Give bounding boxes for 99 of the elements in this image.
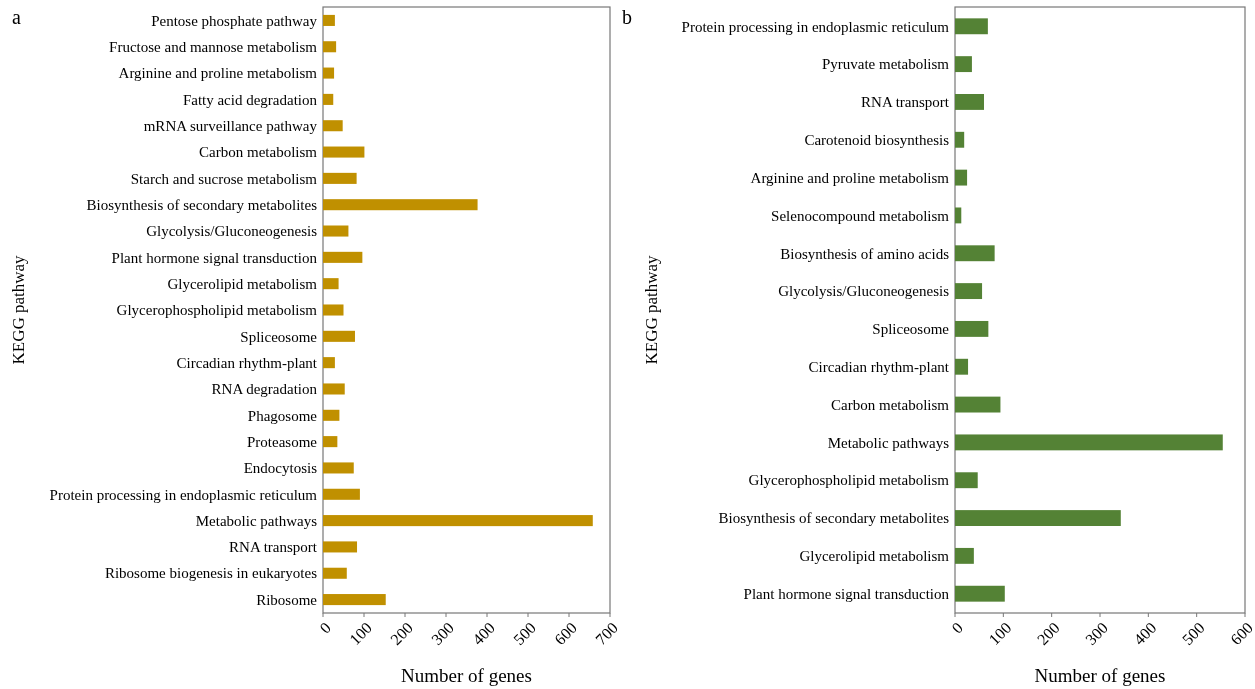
bar bbox=[955, 94, 984, 110]
y-tick-label: Proteasome bbox=[247, 433, 318, 450]
text: b bbox=[622, 6, 632, 28]
y-tick-label: Ribosome biogenesis in eukaryotes bbox=[104, 565, 318, 582]
bar bbox=[323, 488, 360, 500]
bar bbox=[323, 436, 338, 448]
x-tick-label: 400 bbox=[1130, 619, 1160, 649]
bar bbox=[955, 131, 965, 148]
bar bbox=[323, 330, 355, 342]
y-tick-label: Carbon metabolism bbox=[831, 396, 950, 413]
y-tick-label: Plant hormone signal transduction bbox=[111, 249, 318, 266]
x-tick-label: 500 bbox=[510, 619, 540, 649]
bar bbox=[323, 120, 343, 132]
y-tick-label: Protein processing in endoplasmic reticulum bbox=[681, 18, 950, 35]
y-tick-label: RNA degradation bbox=[211, 381, 318, 398]
bar bbox=[955, 434, 1223, 451]
bar bbox=[955, 358, 969, 375]
bar bbox=[323, 515, 593, 527]
x-tick-label: 100 bbox=[985, 619, 1015, 649]
bar bbox=[323, 146, 365, 158]
bar bbox=[323, 594, 386, 606]
x-tick-label: 600 bbox=[551, 619, 581, 649]
y-tick-label: mRNA surveillance pathway bbox=[143, 117, 318, 134]
y-tick-label: RNA transport bbox=[861, 94, 950, 111]
y-tick-label: Fatty acid degradation bbox=[182, 91, 318, 108]
bar bbox=[323, 172, 357, 184]
bar bbox=[323, 225, 349, 237]
x-tick-label: 700 bbox=[592, 619, 622, 649]
bar bbox=[323, 199, 478, 211]
y-tick-label: RNA transport bbox=[229, 539, 318, 556]
x-tick-label: 200 bbox=[387, 619, 417, 649]
bar bbox=[323, 41, 337, 53]
y-tick-label: Metabolic pathways bbox=[827, 434, 950, 451]
bar bbox=[323, 357, 335, 369]
y-tick-label: Selenocompound metabolism bbox=[771, 207, 950, 224]
y-tick-label: Arginine and proline metabolism bbox=[118, 65, 318, 82]
x-axis-title: Number of genes bbox=[401, 665, 532, 686]
x-tick-label: 400 bbox=[469, 619, 499, 649]
bar bbox=[323, 14, 335, 26]
x-tick-label: 0 bbox=[948, 619, 967, 637]
y-tick-label: Glycerolipid metabolism bbox=[167, 275, 318, 292]
bar bbox=[323, 409, 340, 421]
y-tick-label: Protein processing in endoplasmic reticulum bbox=[49, 486, 318, 503]
bar bbox=[955, 320, 989, 337]
bar bbox=[323, 67, 335, 79]
y-tick-label: Carbon metabolism bbox=[199, 144, 318, 161]
y-tick-label: Circadian rhythm-plant bbox=[808, 358, 950, 375]
y-axis-title: KEGG pathway bbox=[9, 254, 28, 365]
x-tick-label: 0 bbox=[316, 619, 335, 637]
text: a bbox=[12, 6, 21, 28]
bar bbox=[323, 567, 347, 579]
bar bbox=[955, 396, 1001, 413]
y-tick-label: Biosynthesis of secondary metabolites bbox=[86, 196, 318, 213]
y-tick-label: Metabolic pathways bbox=[195, 512, 318, 529]
y-tick-label: Biosynthesis of secondary metabolites bbox=[718, 510, 950, 527]
bar bbox=[955, 585, 1005, 602]
y-tick-label: Carotenoid biosynthesis bbox=[804, 132, 950, 149]
bar bbox=[955, 245, 995, 262]
bar bbox=[955, 169, 968, 186]
bar bbox=[955, 547, 974, 564]
y-tick-label: Pyruvate metabolism bbox=[821, 56, 950, 73]
bar bbox=[955, 18, 988, 35]
x-tick-label: 200 bbox=[1033, 619, 1063, 649]
x-tick-label: 500 bbox=[1178, 619, 1208, 649]
y-tick-label: Starch and sucrose metabolism bbox=[130, 170, 318, 187]
y-tick-label: Glycolysis/Gluconeogenesis bbox=[146, 223, 318, 240]
bar bbox=[955, 472, 978, 489]
y-tick-label: Biosynthesis of amino acids bbox=[780, 245, 950, 262]
x-axis-title: Number of genes bbox=[1034, 665, 1166, 686]
bar bbox=[323, 383, 345, 395]
y-tick-label: Circadian rhythm-plant bbox=[176, 354, 318, 371]
bar bbox=[323, 93, 334, 105]
y-tick-label: Endocytosis bbox=[243, 460, 318, 477]
y-axis-title: KEGG pathway bbox=[642, 254, 661, 365]
bar bbox=[323, 304, 344, 316]
x-tick-label: 300 bbox=[1082, 619, 1112, 649]
y-tick-label: Spliceosome bbox=[872, 321, 950, 338]
y-tick-label: Arginine and proline metabolism bbox=[750, 169, 950, 186]
y-tick-label: Pentose phosphate pathway bbox=[151, 12, 318, 29]
y-tick-label: Glycerophospholipid metabolism bbox=[748, 472, 950, 489]
bar bbox=[323, 541, 358, 553]
x-tick-label: 600 bbox=[1227, 619, 1255, 649]
y-tick-label: Ribosome bbox=[256, 591, 318, 608]
y-tick-label: Plant hormone signal transduction bbox=[743, 585, 950, 602]
bar bbox=[323, 462, 354, 474]
bar bbox=[323, 251, 363, 263]
y-tick-label: Spliceosome bbox=[240, 328, 318, 345]
bar bbox=[955, 510, 1121, 526]
y-tick-label: Glycerophospholipid metabolism bbox=[116, 302, 318, 319]
y-tick-label: Glycolysis/Gluconeogenesis bbox=[778, 283, 950, 300]
y-tick-label: Phagosome bbox=[247, 407, 318, 424]
x-tick-label: 100 bbox=[346, 619, 376, 649]
bar bbox=[955, 207, 962, 224]
x-tick-label: 300 bbox=[428, 619, 458, 649]
y-tick-label: Fructose and mannose metabolism bbox=[109, 39, 318, 55]
bar bbox=[955, 56, 972, 73]
bar bbox=[323, 278, 339, 290]
y-tick-label: Glycerolipid metabolism bbox=[799, 548, 950, 565]
bar bbox=[955, 283, 983, 300]
